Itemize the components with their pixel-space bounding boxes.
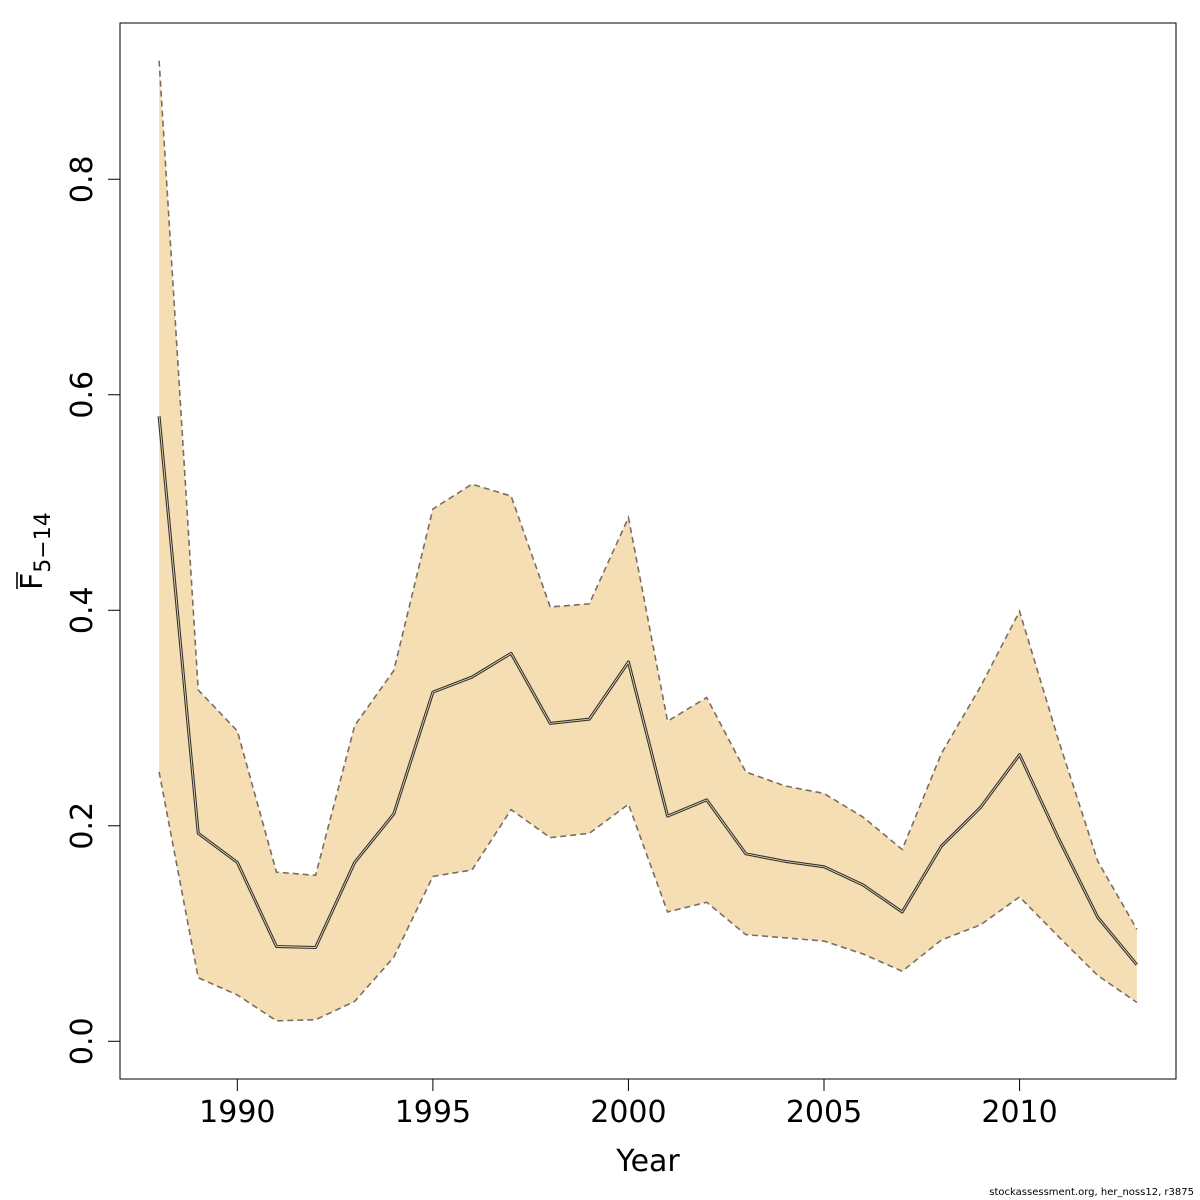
- y-tick-label: 0.0: [65, 1017, 100, 1065]
- estimate-line-core: [158, 416, 1138, 966]
- y-tick-label: 0.8: [65, 155, 100, 203]
- confidence-band: [159, 60, 1137, 1021]
- svg-text:F5−14: F5−14: [15, 512, 56, 590]
- lower-bound-line: [158, 771, 1138, 1022]
- y-axis-title-base: F: [15, 573, 50, 590]
- x-axis: 1990 1995 2000 2005 2010: [199, 1078, 1058, 1130]
- x-tick-label: 2005: [786, 1095, 862, 1130]
- x-axis-title: Year: [615, 1144, 680, 1179]
- y-tick-label: 0.4: [65, 586, 100, 634]
- x-tick-label: 1995: [395, 1095, 471, 1130]
- x-tick-label: 2000: [590, 1095, 666, 1130]
- y-axis: 0.0 0.2 0.4 0.6 0.8: [65, 155, 121, 1065]
- y-tick-label: 0.6: [65, 371, 100, 419]
- x-tick-label: 2010: [981, 1095, 1057, 1130]
- y-axis-title: F5−14: [15, 512, 56, 590]
- y-axis-title-subscript: 5−14: [31, 512, 56, 572]
- upper-bound-line: [158, 60, 1138, 930]
- footer-credit: stockassessment.org, her_noss12, r3875: [989, 1187, 1194, 1198]
- x-tick-label: 1990: [199, 1095, 275, 1130]
- y-tick-label: 0.2: [65, 802, 100, 850]
